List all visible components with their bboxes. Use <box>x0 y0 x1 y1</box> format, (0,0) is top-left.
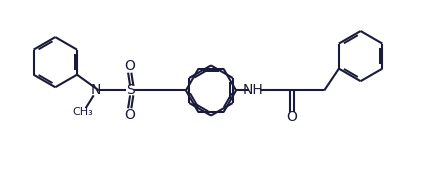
Text: S: S <box>126 83 135 97</box>
Text: N: N <box>91 83 101 97</box>
Text: NH: NH <box>243 83 264 97</box>
Text: O: O <box>286 110 297 124</box>
Text: CH₃: CH₃ <box>72 107 93 117</box>
Text: O: O <box>125 108 135 122</box>
Text: O: O <box>125 59 135 73</box>
